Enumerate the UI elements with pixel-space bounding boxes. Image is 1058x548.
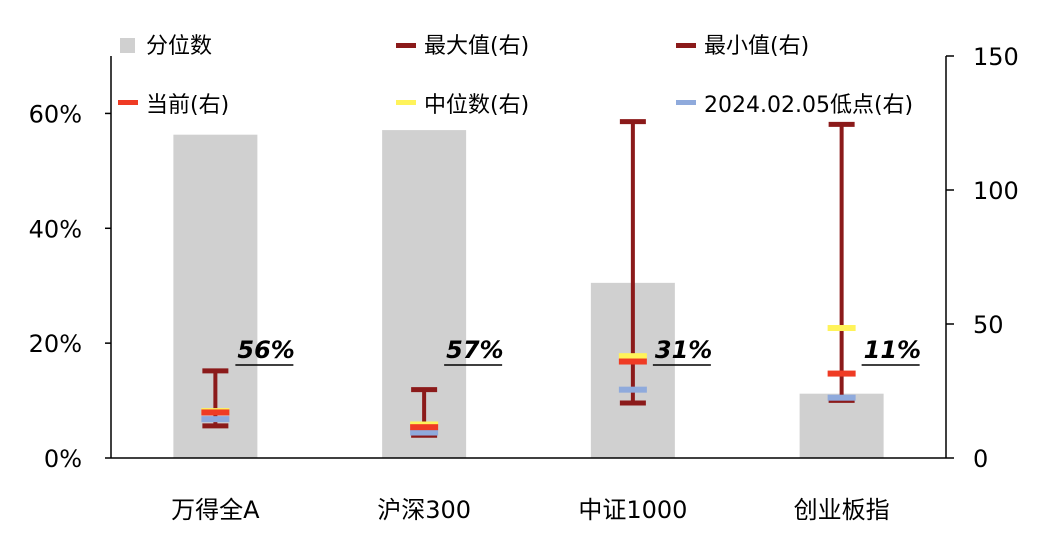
low-point-mark-0: [201, 416, 230, 423]
legend-item-median: 中位数(右): [396, 93, 529, 118]
category-label-3: 创业板指: [794, 496, 890, 524]
legend-label-min: 最小值(右): [704, 34, 809, 59]
legend-swatch-percentile: [120, 38, 135, 53]
data-label-1: 57%: [446, 336, 503, 364]
left-tick-label-3: 60%: [29, 100, 82, 128]
low-point-mark-1: [410, 429, 439, 436]
legend-label-percentile: 分位数: [146, 34, 212, 59]
right-tick-label-1: 50: [973, 311, 1004, 339]
labels-layer: 56% 57% 31% 11%: [235, 336, 921, 366]
legend-item-min: 最小值(右): [676, 34, 809, 59]
median-mark-3: [827, 325, 856, 332]
current-mark-2: [618, 358, 647, 365]
legend-item-percentile: 分位数: [120, 34, 212, 59]
axes-layer: 0% 20% 40% 60% 0 50 100 150 万得全A 沪深300 中证1000 创业板指: [29, 43, 1019, 524]
left-tick-label-0: 0%: [44, 445, 82, 473]
legend-swatch-median: [396, 100, 416, 105]
bars-layer: [173, 130, 884, 459]
legend-item-low-point: 2024.02.05低点(右): [676, 93, 913, 118]
right-tick-label-2: 100: [973, 177, 1019, 205]
low-point-mark-2: [618, 386, 647, 393]
median-mark-2: [618, 353, 647, 360]
current-mark-1: [410, 424, 439, 431]
legend-label-median: 中位数(右): [424, 93, 529, 118]
right-tick-label-3: 150: [973, 43, 1019, 71]
legend-item-max: 最大值(右): [396, 34, 529, 59]
data-label-0: 56%: [237, 336, 294, 364]
data-label-2: 31%: [655, 336, 712, 364]
right-tick-label-0: 0: [973, 445, 988, 473]
category-label-1: 沪深300: [377, 496, 471, 524]
legend-item-current: 当前(右): [118, 93, 229, 118]
category-label-2: 中证1000: [578, 496, 687, 524]
legend-label-max: 最大值(右): [424, 34, 529, 59]
legend-swatch-current: [118, 100, 138, 105]
category-label-0: 万得全A: [171, 496, 260, 524]
left-tick-label-2: 40%: [29, 215, 82, 243]
bar-percentile-3: [799, 393, 884, 458]
left-tick-label-1: 20%: [29, 330, 82, 358]
legend-swatch-low-point: [676, 100, 696, 105]
current-mark-3: [827, 370, 856, 377]
legend-swatch-min: [676, 43, 696, 48]
legend-swatch-max: [396, 43, 416, 48]
legend-label-current: 当前(右): [146, 93, 229, 118]
data-label-3: 11%: [864, 336, 921, 364]
current-mark-0: [201, 409, 230, 416]
low-point-mark-3: [827, 394, 856, 401]
range-layer: [201, 119, 856, 438]
legend-label-low-point: 2024.02.05低点(右): [704, 93, 913, 118]
legend: 分位数 最大值(右) 最小值(右) 当前(右) 中位数(右) 2024.02.0…: [118, 34, 913, 118]
